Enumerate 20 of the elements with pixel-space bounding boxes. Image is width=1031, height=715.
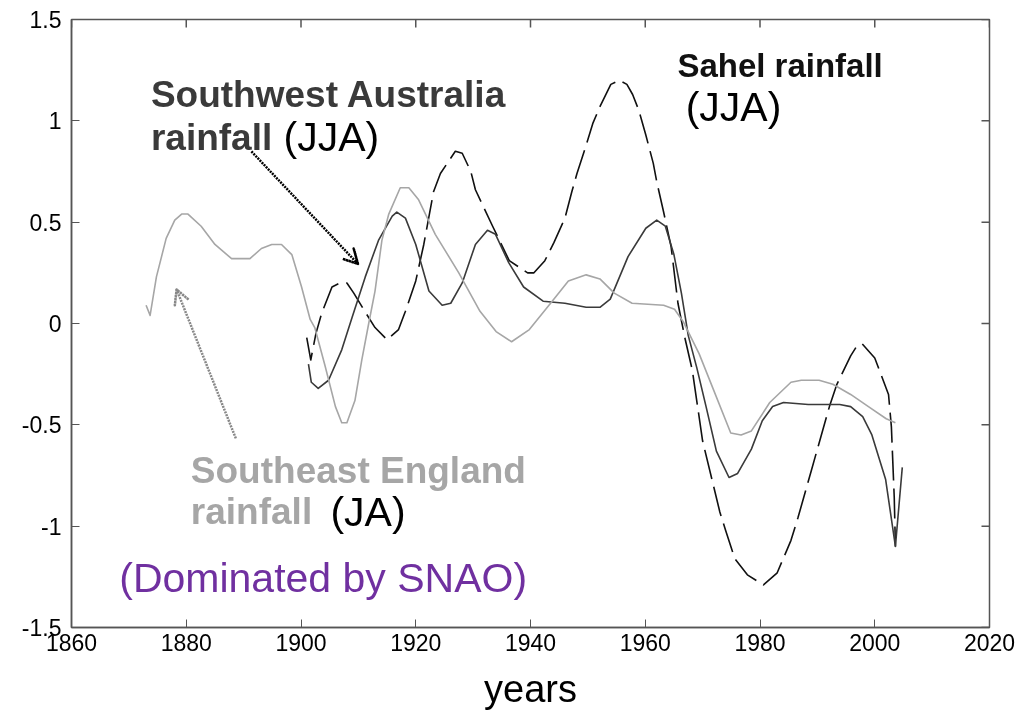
x-axis-title: years <box>484 667 577 710</box>
x-tick-label: 2000 <box>849 629 901 656</box>
x-tick-label: 1880 <box>160 629 212 656</box>
y-tick-label: 0 <box>48 311 62 337</box>
series-label: Southeast England rainfall (JA) <box>190 449 526 535</box>
series-label: Sahel rainfall (JJA) <box>677 47 883 131</box>
x-tick-label: 1900 <box>275 629 327 656</box>
x-tick-label: 1960 <box>619 629 671 656</box>
annotation: (Dominated by SNAO) <box>119 554 528 601</box>
x-tick-label: 1940 <box>504 629 557 656</box>
y-tick-label: 0.5 <box>29 209 62 236</box>
y-tick-label: 1 <box>48 108 62 135</box>
line-series <box>145 186 897 436</box>
x-tick-label: 2020 <box>963 629 1016 656</box>
y-tick-label: 1.5 <box>29 7 62 33</box>
x-tick-label: 1920 <box>390 629 442 656</box>
series-label: Southwest Australia rainfall (JJA) <box>150 74 506 161</box>
y-tick-label: -1 <box>41 513 62 540</box>
y-tick-label: -0.5 <box>21 412 62 439</box>
x-tick-label: 1980 <box>734 629 786 656</box>
